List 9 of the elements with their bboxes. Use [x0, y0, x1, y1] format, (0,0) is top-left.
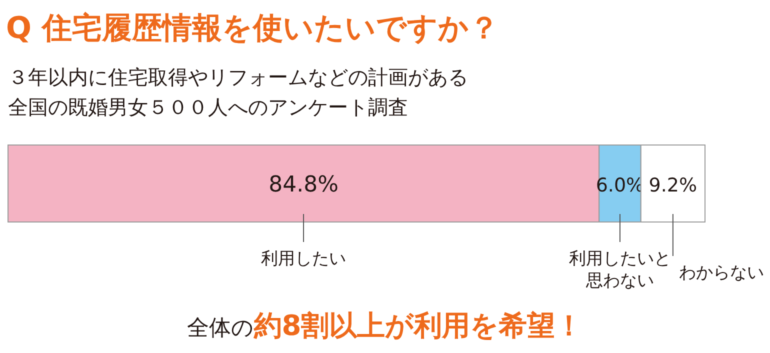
- data-label: 9.2%: [648, 174, 698, 196]
- text: 利用したいと思わない: [568, 249, 671, 291]
- series-label: 利用したい: [261, 249, 346, 269]
- data-label: 84.8%: [268, 172, 338, 198]
- text: 約8割以上が利用を希望！: [252, 309, 584, 342]
- text: 全体の: [186, 316, 254, 341]
- chart-subtitle: ３年以内に住宅取得やリフォームなどの計画がある全国の既婚男女５００人へのアンケート調査: [8, 65, 468, 119]
- chart-title: Q 住宅履歴情報を使いたいですか？: [6, 11, 499, 46]
- text: わからない: [678, 263, 764, 283]
